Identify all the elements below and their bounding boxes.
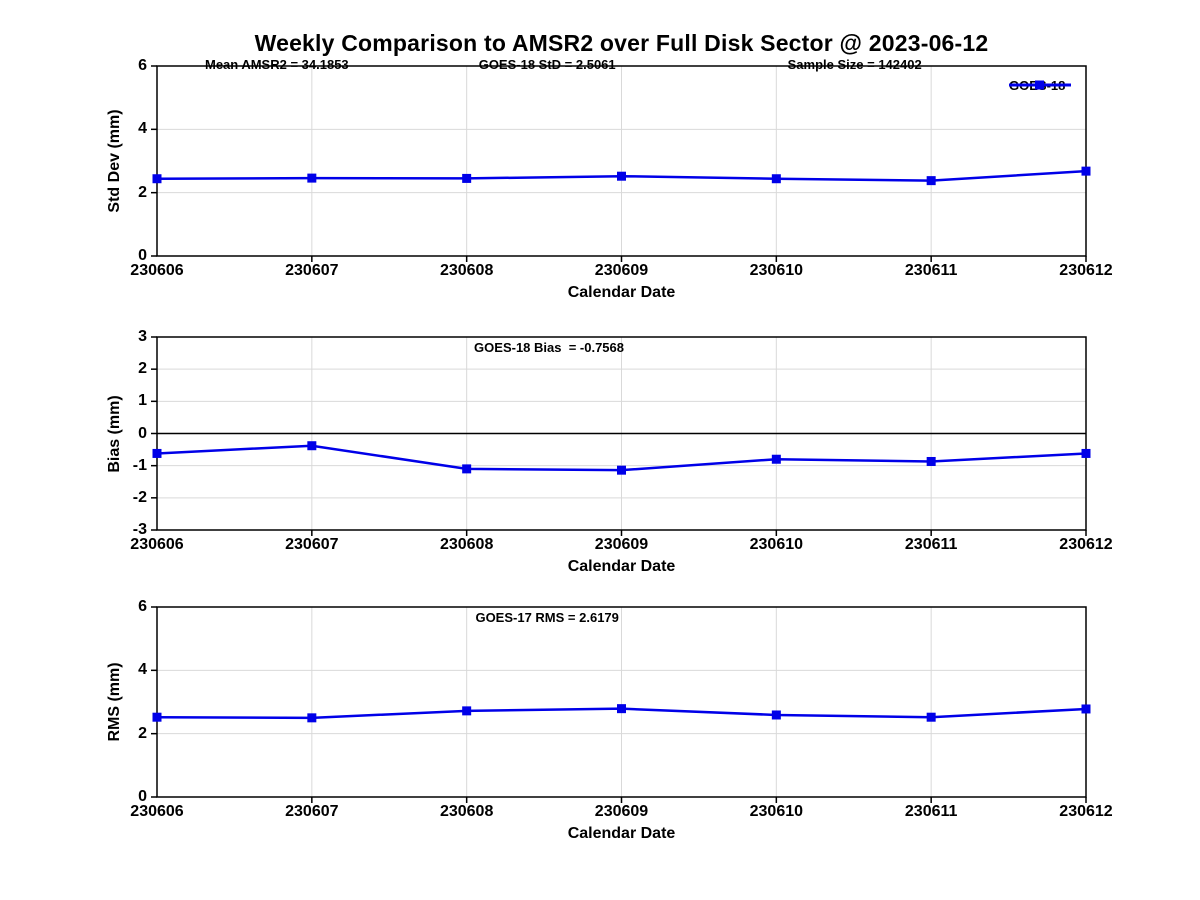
y-tick-label: 0 bbox=[138, 424, 147, 442]
y-tick-label: 4 bbox=[138, 661, 147, 679]
x-tick-label: 230612 bbox=[1059, 262, 1113, 279]
x-tick-label: 230608 bbox=[439, 536, 494, 553]
y-tick-label: 3 bbox=[138, 328, 147, 345]
x-tick-label: 230608 bbox=[439, 803, 494, 820]
y-tick-label: -1 bbox=[132, 456, 147, 474]
data-point-marker bbox=[1081, 704, 1091, 714]
legend: GOES-18 bbox=[1009, 78, 1071, 93]
data-point-marker bbox=[462, 464, 472, 474]
y-tick-label: 1 bbox=[138, 392, 147, 410]
data-point-marker bbox=[307, 173, 317, 183]
legend-marker bbox=[1035, 80, 1044, 90]
x-tick-label: 230609 bbox=[594, 262, 649, 279]
x-tick-label: 230611 bbox=[904, 536, 958, 553]
panel-annotation: Sample Size = 142402 bbox=[787, 57, 922, 72]
data-point-marker bbox=[462, 706, 472, 716]
x-tick-label: 230611 bbox=[904, 803, 958, 820]
y-tick-label: 0 bbox=[138, 788, 147, 805]
y-tick-label: 0 bbox=[138, 247, 147, 264]
rms-panel: 230606 230607 230608 230609 230610 230611 2306… bbox=[106, 598, 1113, 842]
data-point-marker bbox=[1081, 448, 1091, 458]
data-point-marker bbox=[152, 712, 162, 722]
panel-annotation: GOES-18 StD = 2.5061 bbox=[478, 57, 616, 72]
x-tick-label: 230609 bbox=[594, 803, 649, 820]
panel-annotation: GOES-18 Bias = -0.7568 bbox=[474, 340, 625, 355]
x-axis-label: Calendar Date bbox=[567, 825, 676, 842]
x-tick-label: 230612 bbox=[1059, 803, 1113, 820]
x-tick-label: 230606 bbox=[130, 536, 184, 553]
y-tick-label: 6 bbox=[138, 57, 147, 74]
x-tick-label: 230609 bbox=[594, 536, 649, 553]
bias-plot bbox=[151, 336, 1091, 536]
x-tick-label: 230610 bbox=[749, 262, 804, 279]
y-tick-label: 6 bbox=[138, 598, 147, 615]
y-tick-label: 4 bbox=[138, 120, 147, 138]
x-tick-label: 230606 bbox=[130, 803, 184, 820]
x-tick-label: 230611 bbox=[904, 262, 958, 279]
panel-annotation: Mean AMSR2 = 34.1853 bbox=[204, 57, 349, 72]
x-axis-label: Calendar Date bbox=[567, 558, 676, 575]
data-point-marker bbox=[462, 173, 472, 183]
x-tick-label: 230608 bbox=[439, 262, 494, 279]
y-axis-label: Std Dev (mm) bbox=[106, 109, 123, 213]
data-point-marker bbox=[771, 454, 781, 464]
data-point-marker bbox=[307, 441, 317, 451]
data-point-marker bbox=[307, 713, 317, 723]
x-tick-label: 230607 bbox=[285, 536, 339, 553]
x-tick-label: 230610 bbox=[749, 536, 804, 553]
y-axis-label: RMS (mm) bbox=[106, 662, 123, 742]
stddev-panel: GOES-18 230606 230607 230608 230609 230610 23… bbox=[106, 57, 1113, 301]
data-point-marker bbox=[1081, 166, 1091, 176]
std-dev-plot bbox=[151, 65, 1091, 262]
x-tick-label: 230610 bbox=[749, 803, 804, 820]
data-point-marker bbox=[926, 176, 936, 186]
y-tick-label: 2 bbox=[138, 183, 147, 201]
x-tick-label: 230612 bbox=[1059, 536, 1113, 553]
y-tick-label: 2 bbox=[138, 724, 147, 742]
x-tick-label: 230607 bbox=[285, 262, 339, 279]
data-point-marker bbox=[926, 456, 936, 466]
y-tick-label: -2 bbox=[132, 488, 147, 506]
data-point-marker bbox=[152, 448, 162, 458]
data-point-marker bbox=[771, 174, 781, 184]
x-tick-label: 230607 bbox=[285, 803, 339, 820]
y-tick-label: 2 bbox=[138, 360, 147, 378]
data-point-marker bbox=[926, 712, 936, 722]
data-point-marker bbox=[617, 704, 626, 714]
data-point-marker bbox=[152, 174, 162, 184]
data-point-marker bbox=[617, 171, 626, 181]
legend-line-sample bbox=[1009, 80, 1071, 90]
data-point-marker bbox=[617, 465, 626, 475]
chart-title: Weekly Comparison to AMSR2 over Full Dis… bbox=[254, 30, 989, 56]
x-axis-label: Calendar Date bbox=[567, 284, 676, 301]
rms-plot bbox=[151, 606, 1091, 803]
y-axis-label: Bias (mm) bbox=[106, 394, 123, 473]
y-tick-label: -3 bbox=[132, 521, 147, 538]
x-tick-label: 230606 bbox=[130, 262, 184, 279]
data-point-marker bbox=[771, 710, 781, 720]
bias-panel: 230606 230607 230608 230609 230610 230611 2306… bbox=[106, 328, 1113, 575]
panel-annotation: GOES-17 RMS = 2.6179 bbox=[475, 610, 619, 625]
